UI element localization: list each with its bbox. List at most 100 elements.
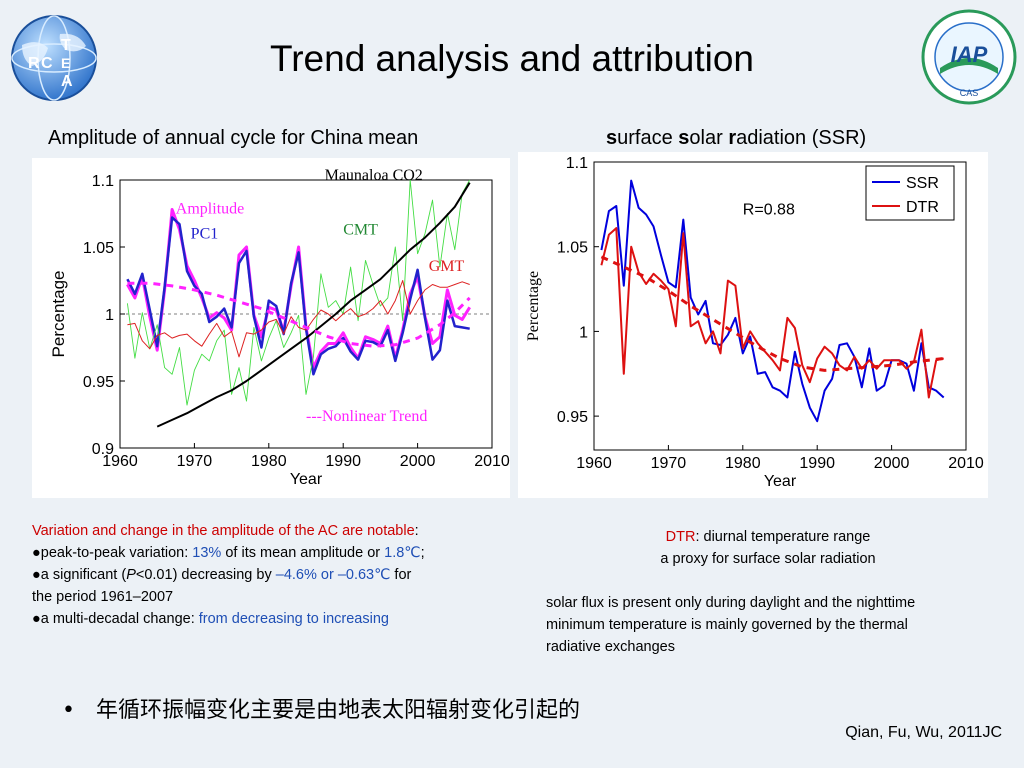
notes-left-bullet2: ●a significant (P<0.01) decreasing by –4… bbox=[32, 567, 412, 583]
dtr-def: : diurnal temperature range bbox=[695, 529, 871, 545]
left-chart-panel: 1960 1970 1980 1990 2000 2010 0.9 0.95 1 1.05 1.1 Y… bbox=[32, 158, 510, 498]
notes-right-dtr: DTR: diurnal temperature range a proxy f… bbox=[548, 526, 988, 570]
series-line-nonlinear-trend bbox=[127, 281, 471, 348]
b1-val2: 1.8℃ bbox=[384, 545, 421, 561]
x-tick-label: 2010 bbox=[948, 455, 984, 472]
series-line-cmt bbox=[126, 179, 471, 406]
subhead-part3: adiation (SSR) bbox=[736, 127, 867, 149]
subhead-part2: olar bbox=[689, 127, 729, 149]
bullet-text: 年循环振幅变化主要是由地表太阳辐射变化引起的 bbox=[95, 698, 580, 723]
y-axis-label: Percentage bbox=[525, 271, 542, 341]
b1-prefix: peak-to-peak variation: bbox=[40, 545, 193, 561]
notes-left-colon: : bbox=[414, 523, 419, 539]
y-tick-label: 1.1 bbox=[566, 155, 588, 172]
b3-val: from decreasing to increasing bbox=[198, 611, 389, 627]
iap-logo-text: IAP bbox=[951, 42, 988, 67]
legend-box bbox=[865, 165, 955, 221]
x-tick-label: 1970 bbox=[177, 453, 213, 470]
y-tick-label: 0.95 bbox=[83, 374, 114, 391]
series-line-maunaloa-co2 bbox=[156, 182, 471, 428]
x-tick-label: 1980 bbox=[725, 455, 761, 472]
left-chart-subhead: Amplitude of annual cycle for China mean bbox=[48, 127, 419, 149]
x-axis-label: Year bbox=[764, 473, 797, 490]
notes-left-bullet3: ●a multi-decadal change: from decreasing… bbox=[32, 611, 389, 627]
subhead-s1: s bbox=[606, 127, 618, 149]
b3-prefix: a multi-decadal change: bbox=[40, 611, 199, 627]
legend-label-ssr: SSR bbox=[906, 175, 939, 192]
series-line-ssr bbox=[600, 179, 945, 423]
dtr-proxy: a proxy for surface solar radiation bbox=[660, 551, 876, 567]
b2-val: –4.6% or –0.63℃ bbox=[275, 567, 391, 583]
b1-val1: 13% bbox=[192, 545, 222, 561]
b2-end: for bbox=[390, 567, 412, 583]
annotation-pc1: PC1 bbox=[191, 225, 219, 242]
page-title: Trend analysis and attribution bbox=[269, 38, 755, 79]
y-tick-label: 1.05 bbox=[557, 240, 588, 257]
subhead-part1: urface bbox=[617, 127, 679, 149]
subhead-s2: s bbox=[678, 127, 690, 149]
bullet-marker: • bbox=[62, 698, 75, 723]
y-tick-label: 0.95 bbox=[557, 409, 588, 426]
annotation-r-value: R=0.88 bbox=[743, 202, 795, 219]
x-tick-label: 1970 bbox=[651, 455, 687, 472]
plot-frame bbox=[593, 161, 967, 451]
subhead-r: r bbox=[728, 127, 737, 149]
b2-prefix: a significant ( bbox=[40, 567, 127, 583]
x-tick-label: 1980 bbox=[251, 453, 287, 470]
b1-end: ; bbox=[420, 545, 425, 561]
x-tick-label: 2000 bbox=[874, 455, 910, 472]
series-line-dtr bbox=[600, 227, 944, 399]
annotation-maunaloa-co2: Maunaloa CO2 bbox=[325, 167, 423, 184]
para-line-3: radiative exchanges bbox=[546, 639, 675, 655]
x-tick-label: 1990 bbox=[325, 453, 361, 470]
ssr-dtr-chart: 1960 1970 1980 1990 2000 2010 0.95 1 1.05 1.1 Year… bbox=[525, 155, 984, 490]
logo-letter-a: A bbox=[61, 73, 73, 90]
logo-letter-e: E bbox=[61, 55, 70, 71]
x-tick-label: 1960 bbox=[102, 453, 138, 470]
x-tick-label: 1960 bbox=[576, 455, 612, 472]
x-tick-label: 1990 bbox=[799, 455, 835, 472]
series-line-gmt bbox=[127, 280, 470, 358]
b2-pval: <0.01 bbox=[135, 567, 173, 583]
notes-left: Variation and change in the amplitude of… bbox=[32, 520, 532, 630]
annotation-amplitude: Amplitude bbox=[176, 201, 244, 218]
notes-right-para: solar flux is present only during daylig… bbox=[546, 592, 1022, 658]
annotation-gmt: GMT bbox=[429, 258, 465, 275]
dtr-definition: DTR: diurnal temperature range bbox=[548, 526, 988, 548]
y-tick-label: 1 bbox=[105, 307, 114, 324]
dtr-label: DTR bbox=[665, 529, 696, 545]
notes-left-headline: Variation and change in the amplitude of… bbox=[32, 523, 415, 539]
citation: Qian, Fu, Wu, 2011JC bbox=[845, 724, 1002, 741]
annotation-cmt: CMT bbox=[343, 221, 378, 238]
logo-letter-t: T bbox=[61, 37, 71, 54]
logo-letter-r: R bbox=[28, 55, 40, 72]
iap-logo: IAP CAS bbox=[921, 9, 1017, 105]
y-tick-label: 1.05 bbox=[83, 240, 114, 257]
legend-label-dtr: DTR bbox=[906, 199, 939, 216]
y-tick-label: 1 bbox=[579, 324, 588, 341]
x-tick-label: 2000 bbox=[400, 453, 436, 470]
chinese-bullet: • 年循环振幅变化主要是由地表太阳辐射变化引起的 bbox=[62, 692, 580, 724]
b2-mid: ) decreasing by bbox=[172, 567, 276, 583]
notes-left-bullet2-cont: the period 1961–2007 bbox=[32, 589, 174, 605]
x-tick-label: 2010 bbox=[474, 453, 510, 470]
amplitude-chart: 1960 1970 1980 1990 2000 2010 0.9 0.95 1 1.05 1.1 Y… bbox=[49, 167, 510, 488]
y-tick-label: 0.9 bbox=[92, 441, 114, 458]
right-chart-panel: 1960 1970 1980 1990 2000 2010 0.95 1 1.05 1.1 Year… bbox=[518, 152, 988, 498]
b1-mid: of its mean amplitude or bbox=[221, 545, 385, 561]
iap-logo-ring-text: CAS bbox=[960, 88, 979, 98]
series-line-pc1 bbox=[126, 216, 470, 376]
rctea-logo: R C T E A bbox=[11, 15, 97, 101]
y-tick-label: 1.1 bbox=[92, 173, 114, 190]
para-line-1: solar flux is present only during daylig… bbox=[546, 595, 916, 611]
annotation-nonlinear-trend: ---Nonlinear Trend bbox=[306, 408, 427, 425]
y-axis-label: Percentage bbox=[49, 271, 68, 358]
logo-letter-c: C bbox=[41, 55, 53, 72]
para-line-2: minimum temperature is mainly governed b… bbox=[546, 617, 908, 633]
notes-left-line1: Variation and change in the amplitude of… bbox=[32, 520, 532, 542]
x-axis-label: Year bbox=[290, 471, 323, 488]
notes-left-bullet1: ●peak-to-peak variation: 13% of its mean… bbox=[32, 545, 425, 561]
legend: SSR DTR bbox=[865, 165, 955, 221]
right-chart-subhead: surface solar radiation (SSR) bbox=[606, 127, 866, 150]
b2-p: P bbox=[126, 567, 136, 583]
